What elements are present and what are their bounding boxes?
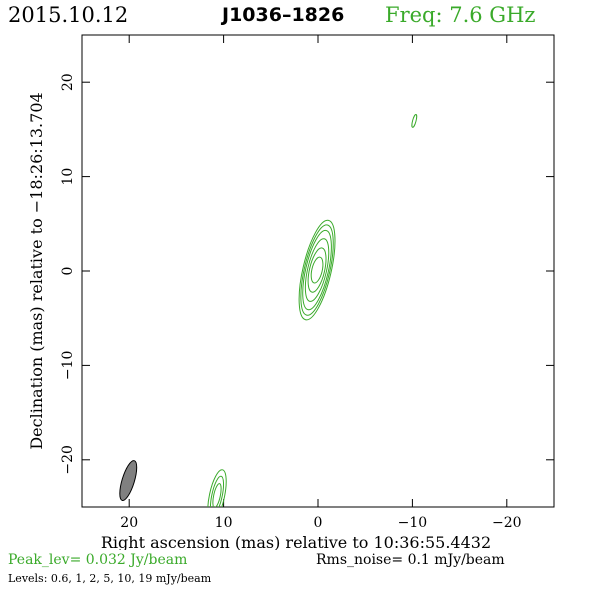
observing-frequency: Freq: 7.6 GHz xyxy=(385,3,536,27)
contour-line xyxy=(302,229,332,311)
x-tick-labels: 20 10 0 −10 −20 xyxy=(120,515,521,531)
contour-levels: Levels: 0.6, 1, 2, 5, 10, 19 mJy/beam xyxy=(8,572,212,585)
contour-line xyxy=(300,224,334,316)
x-tick-label: 20 xyxy=(120,515,138,531)
x-tick-label: 10 xyxy=(215,515,233,531)
y-tick-label: −10 xyxy=(60,351,76,381)
source-name: J1036–1826 xyxy=(222,4,345,26)
contour-line xyxy=(298,219,336,321)
x-tick-label: −10 xyxy=(398,515,428,531)
y-axis-label: Declination (mas) relative to −18:26:13.… xyxy=(27,92,46,449)
contour-layer xyxy=(207,114,418,507)
beam-layer xyxy=(119,460,138,502)
y-tick-label: 20 xyxy=(60,73,76,91)
y-tick-labels: −20 −10 0 10 20 xyxy=(60,73,76,474)
axis-ticks xyxy=(82,35,554,507)
contour-line xyxy=(310,256,324,284)
edge-contour-line xyxy=(212,483,222,507)
y-tick-label: −20 xyxy=(60,445,76,475)
y-tick-label: 10 xyxy=(60,168,76,186)
rms-noise: Rms_noise= 0.1 mJy/beam xyxy=(316,552,505,568)
x-tick-label: 0 xyxy=(314,515,323,531)
x-tick-label: −20 xyxy=(492,515,522,531)
plot-frame xyxy=(81,34,555,508)
epoch-date: 2015.10.12 xyxy=(8,3,129,27)
peak-level: Peak_lev= 0.032 Jy/beam xyxy=(8,552,188,568)
contour-line xyxy=(307,247,327,293)
edge-contour-line xyxy=(209,475,225,507)
edge-contour-line xyxy=(207,469,227,507)
contour-map: 20 10 0 −10 −20 −20 −10 0 10 20 Right ascension … xyxy=(27,34,555,550)
restoring-beam xyxy=(119,460,138,502)
contour-line xyxy=(304,238,330,302)
y-tick-label: 0 xyxy=(60,267,76,276)
x-axis-label: Right ascension (mas) relative to 10:36:… xyxy=(101,533,491,550)
contour-line xyxy=(411,114,418,128)
